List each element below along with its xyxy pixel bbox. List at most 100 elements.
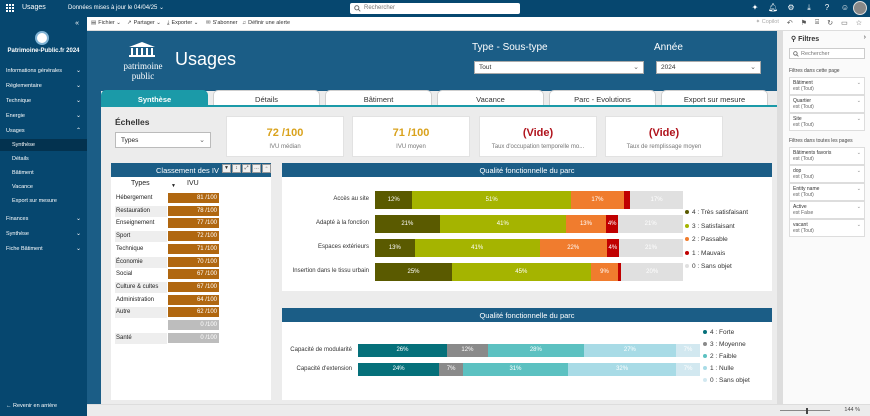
tab-2[interactable]: Bâtiment bbox=[325, 90, 432, 106]
bar-segment[interactable]: 51% bbox=[412, 191, 571, 209]
more-icon[interactable]: … bbox=[252, 164, 261, 173]
sidebar-item[interactable]: Finances ⌄ bbox=[0, 213, 87, 225]
sidebar-item[interactable]: Synthèse bbox=[0, 139, 87, 151]
legend-item[interactable]: 4 : Forte bbox=[703, 329, 734, 336]
clear-filter-icon[interactable]: ⌄ bbox=[856, 150, 861, 156]
table-row[interactable]: Sport 72 /100 bbox=[115, 231, 219, 243]
legend-item[interactable]: 4 : Très satisfaisant bbox=[685, 209, 748, 216]
bar-segment[interactable]: 17% bbox=[630, 191, 683, 209]
bar-segment[interactable]: 31% bbox=[462, 363, 568, 376]
sidebar-item[interactable]: Energie ⌄ bbox=[0, 110, 87, 122]
zoom-level[interactable]: 144 % bbox=[844, 407, 860, 413]
bar-segment[interactable]: 12% bbox=[446, 344, 488, 357]
tab-4[interactable]: Parc - Evolutions bbox=[549, 90, 656, 106]
zoom-slider-handle[interactable] bbox=[806, 408, 808, 414]
table-row[interactable]: Administration 64 /100 bbox=[115, 294, 219, 306]
expand-icon[interactable]: ▫ bbox=[262, 164, 271, 173]
table-row[interactable]: Hébergement 81 /100 bbox=[115, 193, 219, 204]
collapse-nav-icon[interactable]: « bbox=[75, 20, 79, 27]
bar-segment[interactable] bbox=[623, 191, 631, 209]
export-menu[interactable]: ⤓ Exporter ⌄ bbox=[167, 20, 199, 26]
filter-card[interactable]: Site est (Tout) ⌄ bbox=[789, 113, 865, 131]
filter-card[interactable]: Quartier est (Tout) ⌄ bbox=[789, 95, 865, 113]
legend-item[interactable]: 0 : Sans objet bbox=[703, 377, 750, 384]
star-icon[interactable]: ☆ bbox=[855, 20, 862, 27]
bar-segment[interactable] bbox=[618, 263, 622, 281]
file-menu[interactable]: ▤ Fichier ⌄ bbox=[91, 20, 121, 26]
col-header-ivu[interactable]: IVU bbox=[187, 180, 199, 187]
clear-filter-icon[interactable]: ⌄ bbox=[856, 98, 861, 104]
bar-segment[interactable]: 9% bbox=[590, 263, 619, 281]
data-updated-label[interactable]: Données mises à jour le 04/04/25 ⌄ bbox=[68, 5, 165, 11]
drill-icon[interactable]: ↕ bbox=[232, 164, 241, 173]
filters-search-input[interactable]: Rechercher bbox=[789, 48, 865, 59]
clear-filter-icon[interactable]: ⌄ bbox=[856, 116, 861, 122]
global-search-input[interactable]: Rechercher bbox=[350, 3, 520, 14]
bar-segment[interactable]: 21% bbox=[375, 215, 440, 233]
legend-item[interactable]: 3 : Satisfaisant bbox=[685, 223, 735, 230]
sidebar-item[interactable]: Informations générales ⌄ bbox=[0, 65, 87, 77]
bar-segment[interactable]: 21% bbox=[618, 239, 683, 257]
bar-segment[interactable]: 45% bbox=[452, 263, 591, 281]
sidebar-item[interactable]: Bâtiment bbox=[0, 167, 87, 179]
copilot-button[interactable]: ✦ Copilot bbox=[755, 19, 779, 25]
clear-filter-icon[interactable]: ⌄ bbox=[856, 168, 861, 174]
sidebar-item[interactable]: Synthèse ⌄ bbox=[0, 228, 87, 240]
filter-card[interactable]: Bâtiment est (Tout) ⌄ bbox=[789, 77, 865, 95]
focus-icon[interactable]: ⤢ bbox=[242, 164, 251, 173]
set-alert-button[interactable]: ♫ Définir une alerte bbox=[242, 20, 290, 26]
bar-segment[interactable]: 7% bbox=[676, 363, 700, 376]
type-slicer-dropdown[interactable]: Tout ⌄ bbox=[474, 61, 644, 74]
legend-item[interactable]: 2 : Faible bbox=[703, 353, 737, 360]
bar-segment[interactable]: 21% bbox=[618, 215, 683, 233]
gear-icon[interactable]: ⚙ bbox=[787, 3, 795, 12]
clear-filter-icon[interactable]: ⌄ bbox=[856, 80, 861, 86]
legend-item[interactable]: 0 : Sans objet bbox=[685, 263, 732, 270]
app-launcher-icon[interactable] bbox=[6, 4, 15, 13]
app-name[interactable]: Usages bbox=[22, 4, 46, 11]
share-menu[interactable]: ↗ Partager ⌄ bbox=[127, 20, 161, 26]
bar-segment[interactable]: 22% bbox=[539, 239, 607, 257]
bar-segment[interactable]: 7% bbox=[676, 344, 700, 357]
bar-segment[interactable]: 17% bbox=[571, 191, 624, 209]
bar-segment[interactable]: 20% bbox=[621, 263, 683, 281]
bar-segment[interactable]: 41% bbox=[439, 215, 566, 233]
sidebar-item[interactable]: Réglementaire ⌄ bbox=[0, 80, 87, 92]
bookmark-icon[interactable]: ⚑ bbox=[800, 20, 808, 27]
bar-segment[interactable]: 24% bbox=[358, 363, 440, 376]
download-icon[interactable]: ⤓ bbox=[807, 3, 811, 12]
bar-segment[interactable]: 4% bbox=[606, 215, 619, 233]
clear-filter-icon[interactable]: ⌄ bbox=[856, 222, 861, 228]
table-row[interactable]: Culture & cultes 67 /100 bbox=[115, 281, 219, 293]
clear-filter-icon[interactable]: ⌄ bbox=[856, 204, 861, 210]
filter-icon[interactable]: ▼ bbox=[222, 164, 231, 173]
filter-card[interactable]: dop est (Tout) ⌄ bbox=[789, 165, 865, 183]
clear-filter-icon[interactable]: ⌄ bbox=[856, 186, 861, 192]
table-row[interactable]: Social 67 /100 bbox=[115, 269, 219, 280]
smiley-icon[interactable]: ☺ bbox=[840, 3, 850, 12]
refresh-icon[interactable]: ↻ bbox=[827, 20, 834, 27]
sidebar-item[interactable]: Détails bbox=[0, 153, 87, 165]
table-row[interactable]: 0 /100 bbox=[115, 320, 219, 331]
subscribe-button[interactable]: ✉ S'abonner bbox=[206, 20, 238, 26]
bar-segment[interactable]: 12% bbox=[375, 191, 413, 209]
table-row[interactable]: Autre 62 /100 bbox=[115, 307, 219, 319]
sidebar-item[interactable]: Export sur mesure bbox=[0, 195, 87, 207]
legend-item[interactable]: 2 : Passable bbox=[685, 236, 728, 243]
table-row[interactable]: Économie 70 /100 bbox=[115, 256, 219, 268]
back-link[interactable]: ← Revenir en arrière bbox=[6, 403, 58, 409]
sidebar-item[interactable]: Fiche Bâtiment ⌄ bbox=[0, 243, 87, 255]
report-scrollbar[interactable] bbox=[777, 31, 782, 404]
echelles-dropdown[interactable]: Types ⌄ bbox=[115, 132, 211, 148]
bar-segment[interactable]: 4% bbox=[606, 239, 619, 257]
bar-segment[interactable]: 41% bbox=[414, 239, 540, 257]
collapse-filters-icon[interactable]: › bbox=[863, 34, 866, 41]
undo-icon[interactable]: ↶ bbox=[786, 20, 793, 27]
filter-card[interactable]: vacant est (Tout) ⌄ bbox=[789, 219, 865, 237]
avatar[interactable] bbox=[853, 1, 867, 15]
bar-segment[interactable]: 28% bbox=[487, 344, 584, 357]
bar-segment[interactable]: 26% bbox=[358, 344, 447, 357]
filter-card[interactable]: Entity name est (Tout) ⌄ bbox=[789, 183, 865, 201]
col-header-types[interactable]: Types bbox=[131, 180, 150, 187]
sidebar-item[interactable]: Usages ⌃ bbox=[0, 125, 87, 137]
